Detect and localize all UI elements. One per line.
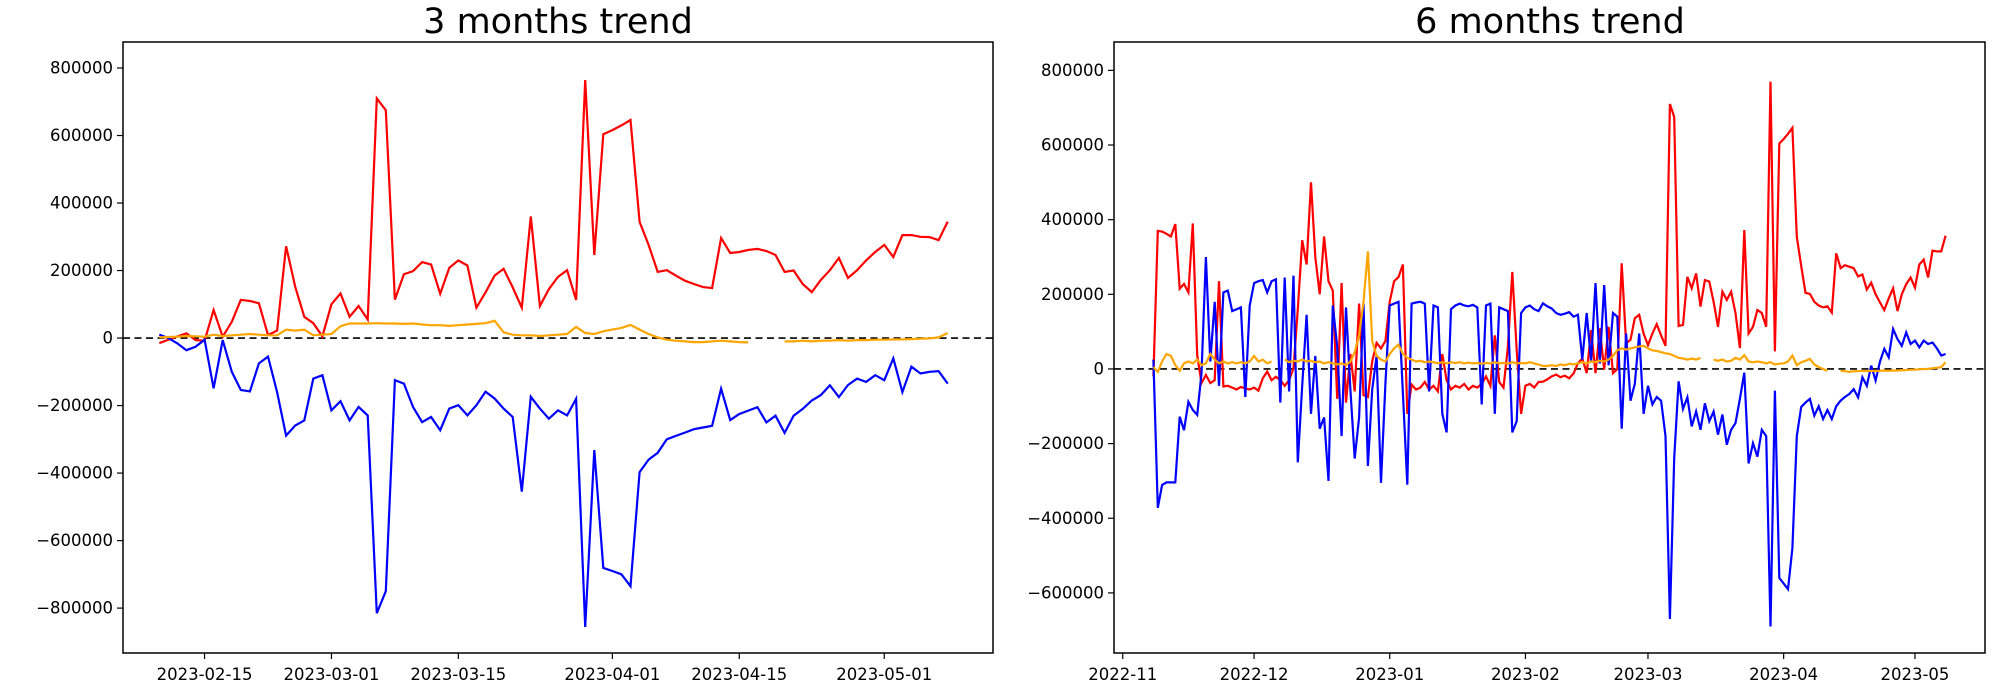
x-tick-label: 2023-03-15 [410, 665, 506, 684]
plots-layer: 800000 600000 400000 200000 0 −200000 −400000 −… [36, 41, 1986, 684]
y-tick-label: −200000 [1027, 434, 1104, 453]
series-line-red [158, 80, 949, 345]
series-line-red [1152, 81, 1947, 414]
chart-title-6-months: 6 months trend [1415, 2, 1685, 42]
plot-6-months-trend: 800000 600000 400000 200000 0 −200000 −400000 −… [1027, 41, 1986, 684]
x-tick-label: 2023-01 [1355, 665, 1424, 684]
y-tick-label: −600000 [1027, 583, 1104, 602]
y-tick-label: 600000 [1041, 136, 1104, 155]
x-tick-label: 2023-04 [1749, 665, 1818, 684]
y-tick-label: 200000 [50, 261, 113, 280]
plot-area-6-months-trend [1114, 42, 1985, 653]
x-tick-label: 2023-05-01 [836, 665, 932, 684]
y-tick-label: 800000 [50, 58, 113, 77]
y-tick-label: 400000 [50, 194, 113, 213]
y-tick-label: −400000 [36, 464, 113, 483]
y-tick-label: −400000 [1027, 509, 1104, 528]
series-line-blue [1152, 256, 1946, 627]
y-tick-label: 400000 [1041, 210, 1104, 229]
x-tick-label: 2023-02-15 [157, 665, 253, 684]
x-tick-label: 2022-11 [1088, 665, 1157, 684]
y-tick-label: 0 [103, 329, 114, 348]
series-line-orange [159, 319, 949, 344]
x-tick-label: 2023-05 [1880, 665, 1949, 684]
plot-3-months-trend: 800000 600000 400000 200000 0 −200000 −400000 −… [36, 41, 994, 684]
x-tick-label: 2023-04-01 [564, 665, 660, 684]
x-tick-label: 2023-03 [1614, 665, 1683, 684]
x-tick-label: 2023-02 [1491, 665, 1560, 684]
y-tick-label: 800000 [1041, 61, 1104, 80]
axes-frame [122, 41, 994, 654]
series-line-orange [1152, 251, 1947, 374]
series-line-blue [158, 333, 949, 628]
x-tick-label: 2023-03-01 [283, 665, 379, 684]
y-tick-label: −800000 [36, 599, 113, 618]
axes-frame [1113, 41, 1986, 654]
chart-title-3-months: 3 months trend [423, 2, 693, 42]
y-tick-label: −600000 [36, 531, 113, 550]
y-tick-label: 200000 [1041, 285, 1104, 304]
y-tick-label: 0 [1094, 359, 1105, 378]
y-tick-label: 600000 [50, 126, 113, 145]
x-tick-label: 2023-04-15 [691, 665, 787, 684]
x-tick-label: 2022-12 [1220, 665, 1289, 684]
y-tick-label: −200000 [36, 396, 113, 415]
plot-area-3-months-trend [123, 42, 993, 653]
